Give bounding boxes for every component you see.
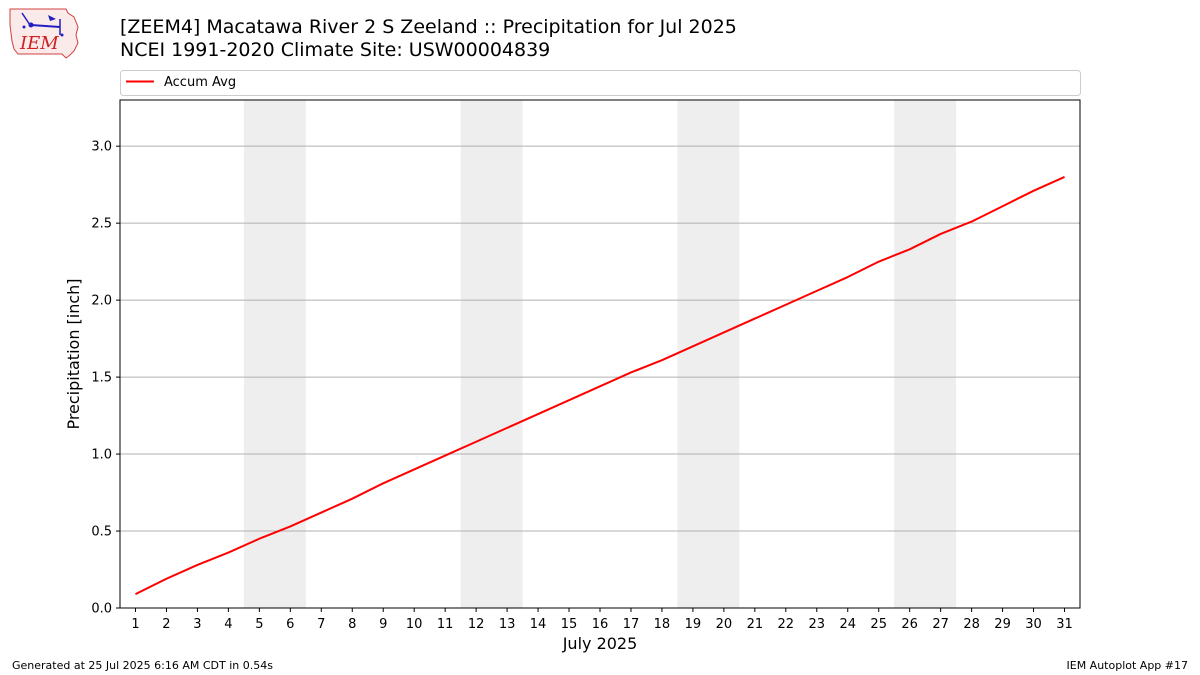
x-tick-label: 16 <box>592 617 609 632</box>
x-tick-label: 28 <box>963 617 980 632</box>
x-tick-label: 17 <box>623 617 640 632</box>
x-tick-label: 21 <box>747 617 764 632</box>
x-tick-label: 27 <box>932 617 949 632</box>
x-tick-label: 12 <box>468 617 485 632</box>
x-tick-label: 25 <box>870 617 887 632</box>
x-tick-label: 3 <box>193 617 201 632</box>
generated-timestamp: Generated at 25 Jul 2025 6:16 AM CDT in … <box>12 659 273 672</box>
x-tick-label: 20 <box>716 617 733 632</box>
x-tick-label: 2 <box>162 617 170 632</box>
x-tick-label: 15 <box>561 617 578 632</box>
x-tick-label: 18 <box>654 617 671 632</box>
y-tick-label: 1.5 <box>91 371 112 386</box>
y-tick-label: 2.0 <box>91 294 112 309</box>
app-label: IEM Autoplot App #17 <box>1066 659 1189 672</box>
x-tick-label: 11 <box>437 617 454 632</box>
x-tick-label: 26 <box>901 617 918 632</box>
legend-box <box>120 70 1081 96</box>
x-tick-label: 7 <box>317 617 325 632</box>
x-tick-label: 22 <box>778 617 795 632</box>
y-axis-label: Precipitation [inch] <box>64 278 83 429</box>
weekend-band <box>460 100 523 608</box>
x-tick-label: 1 <box>131 617 139 632</box>
x-tick-label: 10 <box>406 617 423 632</box>
x-tick-label: 5 <box>255 617 263 632</box>
y-tick-label: 1.0 <box>91 448 112 463</box>
x-tick-label: 31 <box>1056 617 1073 632</box>
series-line-accum-avg <box>135 176 1065 596</box>
y-tick-label: 3.0 <box>91 140 112 155</box>
y-tick-label: 0.0 <box>91 602 112 617</box>
x-tick-label: 29 <box>994 617 1011 632</box>
x-tick-label: 24 <box>839 617 856 632</box>
logo-text: IEM <box>19 33 59 54</box>
x-tick-label: 9 <box>379 617 387 632</box>
chart-subtitle: NCEI 1991-2020 Climate Site: USW00004839 <box>120 39 551 61</box>
weekend-band <box>894 100 957 608</box>
y-tick-label: 2.5 <box>91 217 112 232</box>
x-tick-label: 30 <box>1025 617 1042 632</box>
legend-label: Accum Avg <box>164 75 236 90</box>
x-tick-label: 8 <box>348 617 356 632</box>
y-tick-label: 0.5 <box>91 525 112 540</box>
x-tick-label: 23 <box>809 617 826 632</box>
chart-title: [ZEEM4] Macatawa River 2 S Zeeland :: Pr… <box>120 16 737 38</box>
iem-logo: IEM <box>8 5 80 63</box>
x-tick-label: 6 <box>286 617 294 632</box>
x-tick-label: 4 <box>224 617 232 632</box>
x-tick-label: 14 <box>530 617 547 632</box>
x-axis-label: July 2025 <box>562 634 638 653</box>
x-tick-label: 13 <box>499 617 516 632</box>
weekend-band <box>677 100 740 608</box>
x-tick-label: 19 <box>685 617 702 632</box>
